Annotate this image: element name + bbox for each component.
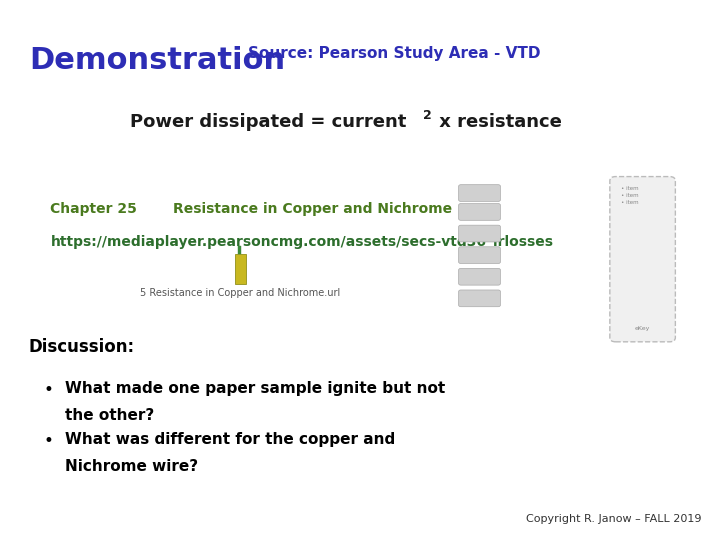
FancyBboxPatch shape [610, 177, 675, 342]
Text: •: • [43, 432, 53, 450]
FancyBboxPatch shape [238, 246, 241, 254]
FancyBboxPatch shape [459, 225, 500, 242]
Text: https://mediaplayer.pearsoncmg.com/assets/secs-vtd36_irlosses: https://mediaplayer.pearsoncmg.com/asset… [50, 235, 554, 249]
Text: Discussion:: Discussion: [29, 338, 135, 355]
Text: What was different for the copper and: What was different for the copper and [65, 432, 395, 447]
Text: Power dissipated = current: Power dissipated = current [130, 113, 406, 131]
Text: Demonstration: Demonstration [29, 46, 285, 75]
FancyBboxPatch shape [459, 185, 500, 201]
Text: • item
• item
• item: • item • item • item [621, 186, 639, 205]
FancyBboxPatch shape [459, 290, 500, 307]
FancyBboxPatch shape [235, 254, 246, 284]
Text: Chapter 25: Chapter 25 [50, 202, 138, 217]
Text: the other?: the other? [65, 408, 154, 423]
Text: Nichrome wire?: Nichrome wire? [65, 459, 198, 474]
Text: 2: 2 [423, 109, 432, 122]
Text: x resistance: x resistance [433, 113, 562, 131]
FancyBboxPatch shape [459, 247, 500, 264]
FancyBboxPatch shape [459, 268, 500, 285]
Text: 5 Resistance in Copper and Nichrome.url: 5 Resistance in Copper and Nichrome.url [140, 288, 341, 299]
Text: Resistance in Copper and Nichrome: Resistance in Copper and Nichrome [173, 202, 452, 217]
Text: eKey: eKey [635, 326, 650, 331]
Text: Copyright R. Janow – FALL 2019: Copyright R. Janow – FALL 2019 [526, 514, 702, 524]
Text: •: • [43, 381, 53, 399]
FancyBboxPatch shape [459, 204, 500, 220]
Text: What made one paper sample ignite but not: What made one paper sample ignite but no… [65, 381, 445, 396]
Text: Source: Pearson Study Area - VTD: Source: Pearson Study Area - VTD [248, 46, 541, 61]
